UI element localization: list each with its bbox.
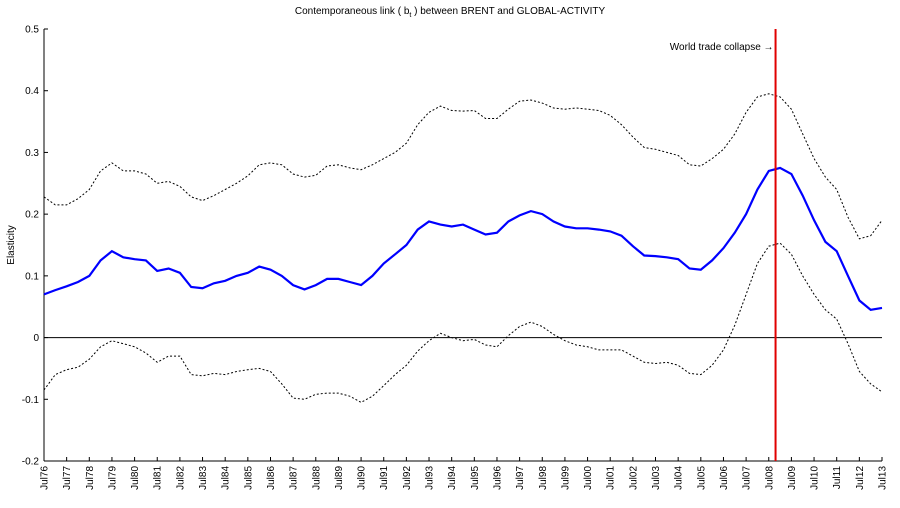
x-tick-label: Jul06 (719, 466, 730, 490)
x-tick-label: Jul96 (492, 466, 503, 490)
x-tick-label: Jul90 (357, 466, 368, 490)
annotation: World trade collapse → (670, 42, 774, 53)
x-tick-label: Jul98 (538, 466, 549, 490)
y-tick-label: 0 (33, 333, 39, 344)
x-tick-label: Jul00 (583, 466, 594, 490)
x-tick-label: Jul81 (153, 466, 164, 490)
x-tick-label: Jul78 (85, 466, 96, 490)
y-tick-label: 0.3 (25, 148, 39, 159)
y-tick-label: -0.1 (22, 395, 40, 406)
x-tick-label: Jul10 (810, 466, 821, 490)
x-tick-label: Jul11 (832, 466, 843, 490)
x-tick-label: Jul80 (130, 466, 141, 490)
x-tick-label: Jul03 (651, 466, 662, 490)
chart-title: Contemporaneous link ( bt ) between BREN… (295, 6, 606, 19)
y-tick-label: 0.5 (25, 25, 39, 36)
confidence-band (43, 242, 883, 403)
y-tick-label: 0.1 (25, 271, 39, 282)
x-tick-label: Jul02 (628, 466, 639, 490)
x-tick-label: Jul92 (402, 466, 413, 490)
elasticity-line (43, 166, 883, 311)
title-subscript: t (409, 12, 411, 19)
x-tick-label: Jul84 (221, 466, 232, 490)
x-tick-label: Jul04 (674, 466, 685, 490)
x-tick-label: Jul85 (243, 466, 254, 490)
x-tick-label: Jul95 (470, 466, 481, 490)
x-tick-label: Jul88 (311, 466, 322, 490)
x-tick-label: Jul09 (787, 466, 798, 490)
y-tick-label: 0.4 (25, 86, 39, 97)
x-tick-label: Jul91 (379, 466, 390, 490)
x-tick-label: Jul93 (425, 466, 436, 490)
x-tick-label: Jul79 (107, 466, 118, 490)
x-tick-label: Jul08 (764, 466, 775, 490)
y-tick-label: -0.2 (22, 457, 40, 468)
x-tick-label: Jul87 (289, 466, 300, 490)
x-tick-label: Jul89 (334, 466, 345, 490)
confidence-band (43, 93, 883, 240)
x-tick-label: Jul01 (606, 466, 617, 490)
y-tick-label: 0.2 (25, 210, 39, 221)
x-tick-label: Jul99 (560, 466, 571, 490)
x-tick-label: Jul12 (855, 466, 866, 490)
x-tick-label: Jul86 (266, 466, 277, 490)
x-tick-label: Jul77 (62, 466, 73, 490)
title-part: ) between BRENT and GLOBAL-ACTIVITY (411, 6, 605, 17)
x-tick-label: Jul05 (696, 466, 707, 490)
title-part: Contemporaneous link ( b (295, 6, 410, 17)
x-tick-label: Jul07 (742, 466, 753, 490)
x-tick-label: Jul94 (447, 466, 458, 490)
x-tick-label: Jul82 (175, 466, 186, 490)
x-tick-label: Jul76 (40, 466, 51, 490)
x-tick-label: Jul13 (878, 466, 889, 490)
y-axis-label: Elasticity (6, 225, 17, 264)
x-tick-label: Jul83 (198, 466, 209, 490)
x-tick-label: Jul97 (515, 466, 526, 490)
